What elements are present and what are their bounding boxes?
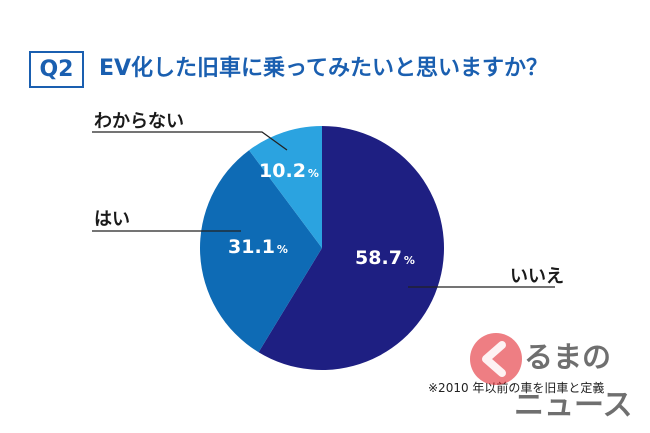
pie-slice-iie (258, 126, 445, 371)
question-badge: Q2 (29, 51, 84, 88)
pie-slice-wakaranai (249, 126, 322, 248)
pie-slice-hai (200, 150, 322, 353)
logo-text-2: ニュース (514, 388, 633, 423)
pct-label-wakaranai: 10.2% (259, 160, 319, 182)
footnote: ※2010 年以前の車を旧車と定義 (428, 381, 605, 395)
label-hai: はい (94, 209, 130, 230)
kuruma-news-logo: るまの ニュース (470, 333, 633, 423)
label-wakaranai: わからない (94, 111, 184, 132)
pct-label-hai: 31.1% (228, 236, 288, 258)
pct-label-iie: 58.7% (355, 247, 415, 269)
logo-mark-icon (470, 333, 522, 385)
label-iie: いいえ (510, 266, 564, 287)
logo-chevron-icon (482, 341, 506, 377)
leader-wakaranai (92, 131, 288, 151)
question-title: EV化した旧車に乗ってみたいと思いますか？ (99, 56, 548, 81)
logo-text-1: るまの (524, 340, 611, 374)
